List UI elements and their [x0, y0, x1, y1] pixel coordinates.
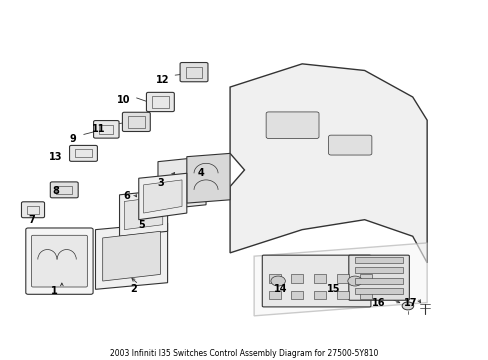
Text: 15: 15: [326, 284, 340, 294]
Bar: [354, 257, 402, 263]
Bar: [291, 291, 303, 299]
Polygon shape: [139, 173, 186, 220]
Circle shape: [270, 276, 285, 286]
FancyBboxPatch shape: [93, 121, 119, 138]
Text: 2: 2: [130, 284, 137, 294]
FancyBboxPatch shape: [146, 93, 174, 112]
FancyBboxPatch shape: [50, 182, 78, 198]
Circle shape: [347, 276, 362, 286]
Circle shape: [401, 302, 413, 310]
Bar: [185, 67, 202, 78]
Text: 9: 9: [69, 134, 76, 144]
Bar: [291, 274, 303, 283]
FancyBboxPatch shape: [122, 112, 150, 131]
Text: 5: 5: [138, 220, 144, 230]
FancyBboxPatch shape: [180, 63, 207, 82]
FancyBboxPatch shape: [262, 255, 370, 307]
Polygon shape: [102, 231, 160, 281]
Bar: [336, 274, 348, 283]
Bar: [314, 291, 325, 299]
Text: 14: 14: [273, 284, 287, 294]
Bar: [359, 274, 371, 283]
Bar: [354, 278, 402, 284]
Text: 16: 16: [371, 298, 385, 308]
Bar: [56, 186, 72, 194]
Text: 2003 Infiniti I35 Switches Control Assembly Diagram for 27500-5Y810: 2003 Infiniti I35 Switches Control Assem…: [110, 349, 378, 358]
Bar: [314, 274, 325, 283]
Polygon shape: [124, 197, 163, 230]
FancyBboxPatch shape: [69, 145, 97, 161]
Text: 11: 11: [92, 124, 105, 134]
Text: 17: 17: [403, 298, 416, 308]
Bar: [359, 291, 371, 299]
Bar: [354, 288, 402, 294]
FancyBboxPatch shape: [328, 135, 371, 155]
Text: 8: 8: [53, 185, 60, 195]
Bar: [268, 274, 280, 283]
Bar: [354, 267, 402, 273]
Text: 10: 10: [116, 95, 130, 105]
Bar: [75, 149, 91, 157]
Polygon shape: [230, 64, 427, 263]
Polygon shape: [143, 180, 182, 213]
Bar: [152, 96, 168, 108]
Text: 4: 4: [198, 168, 204, 178]
Polygon shape: [158, 157, 205, 210]
Text: 1: 1: [51, 286, 58, 296]
Polygon shape: [186, 153, 230, 203]
FancyBboxPatch shape: [32, 235, 87, 287]
Bar: [336, 291, 348, 299]
Text: 7: 7: [29, 215, 35, 225]
Text: 6: 6: [123, 192, 130, 202]
FancyBboxPatch shape: [26, 228, 93, 294]
Text: 13: 13: [49, 152, 62, 162]
Polygon shape: [119, 190, 167, 236]
Text: 12: 12: [156, 76, 169, 85]
Bar: [268, 291, 280, 299]
Polygon shape: [95, 223, 167, 289]
Bar: [99, 125, 113, 134]
Bar: [128, 116, 144, 127]
FancyBboxPatch shape: [21, 202, 44, 218]
Polygon shape: [254, 243, 427, 316]
FancyBboxPatch shape: [348, 255, 408, 300]
FancyBboxPatch shape: [265, 112, 318, 139]
Bar: [27, 206, 39, 214]
Text: 3: 3: [157, 178, 163, 188]
